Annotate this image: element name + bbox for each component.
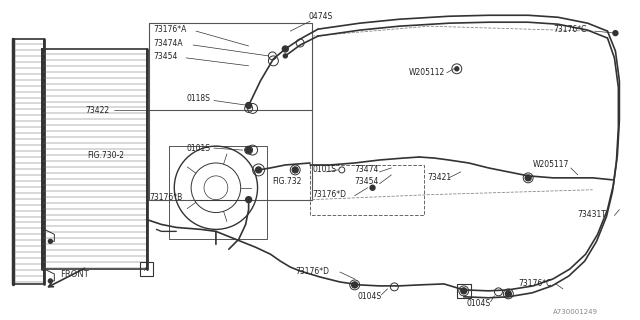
Text: A730001249: A730001249 [553, 309, 598, 315]
Circle shape [370, 185, 375, 190]
Text: FIG.730-2: FIG.730-2 [87, 150, 124, 160]
Circle shape [284, 54, 287, 58]
Text: 73176*D: 73176*D [312, 190, 346, 199]
Text: FIG.732: FIG.732 [273, 177, 302, 186]
Text: 73474A: 73474A [154, 38, 183, 48]
Circle shape [352, 282, 358, 288]
Text: W205112: W205112 [409, 68, 445, 77]
Circle shape [49, 279, 52, 283]
Text: 0104S: 0104S [467, 299, 491, 308]
Text: A: A [145, 267, 148, 272]
Text: 0101S: 0101S [186, 144, 210, 153]
Circle shape [455, 67, 459, 71]
Text: 0118S: 0118S [186, 94, 210, 103]
Text: 73454: 73454 [355, 177, 379, 186]
Text: 0104S: 0104S [358, 292, 382, 301]
Text: 73421: 73421 [427, 173, 451, 182]
Text: 0474S: 0474S [308, 12, 332, 21]
Text: 73474: 73474 [355, 165, 379, 174]
Text: 73454: 73454 [154, 52, 178, 61]
Circle shape [246, 197, 252, 203]
Text: W205117: W205117 [533, 160, 570, 170]
Text: A: A [461, 288, 466, 293]
Text: 0101S: 0101S [312, 165, 336, 174]
Text: 73176*C: 73176*C [553, 25, 586, 34]
Circle shape [246, 102, 252, 108]
Circle shape [525, 175, 531, 181]
Text: 73176*C: 73176*C [518, 279, 552, 288]
Circle shape [613, 31, 618, 36]
Circle shape [49, 239, 52, 243]
Circle shape [352, 283, 357, 287]
Circle shape [461, 288, 467, 294]
Circle shape [282, 46, 288, 52]
Circle shape [292, 167, 298, 173]
Circle shape [255, 167, 262, 173]
Circle shape [506, 291, 511, 297]
Circle shape [246, 147, 252, 153]
Text: 73176*D: 73176*D [295, 267, 329, 276]
Text: 73176*A: 73176*A [154, 25, 187, 34]
Text: 73422: 73422 [86, 106, 110, 115]
Text: FRONT: FRONT [60, 269, 89, 278]
Text: 73176*B: 73176*B [150, 193, 183, 202]
Text: 73431T: 73431T [578, 210, 607, 219]
